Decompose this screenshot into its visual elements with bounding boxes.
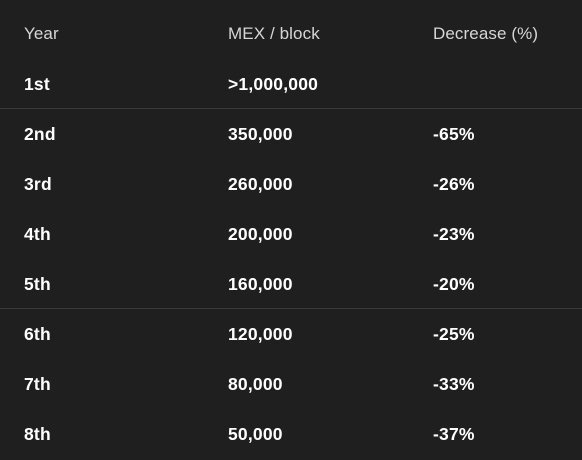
column-header-year: Year [24, 24, 59, 43]
mex-per-block-cell: 260,000 [228, 174, 293, 194]
year-cell: 5th [24, 274, 51, 294]
mex-per-block-cell: 160,000 [228, 274, 293, 294]
column-header-mex-per-block: MEX / block [228, 24, 320, 43]
year-cell: 6th [24, 324, 51, 344]
decrease-cell: -25% [433, 324, 475, 344]
table-row: 7th 80,000 -33% [0, 359, 582, 409]
year-cell: 7th [24, 374, 51, 394]
table-row: 8th 50,000 -37% [0, 409, 582, 459]
decrease-cell: -33% [433, 374, 475, 394]
mex-per-block-cell: 50,000 [228, 424, 283, 444]
table-header-row: Year MEX / block Decrease (%) [0, 9, 582, 59]
decrease-cell: -65% [433, 124, 475, 144]
column-header-decrease: Decrease (%) [433, 24, 539, 43]
mex-per-block-cell: 80,000 [228, 374, 283, 394]
year-cell: 1st [24, 74, 50, 94]
row-divider [0, 108, 582, 109]
table-row: 2nd 350,000 -65% [0, 109, 582, 159]
year-cell: 3rd [24, 174, 52, 194]
year-cell: 8th [24, 424, 51, 444]
table-row: 4th 200,000 -23% [0, 209, 582, 259]
mex-per-block-cell: 120,000 [228, 324, 293, 344]
table-row: 6th 120,000 -25% [0, 309, 582, 359]
row-divider [0, 308, 582, 309]
table-row: 5th 160,000 -20% [0, 259, 582, 309]
year-cell: 2nd [24, 124, 56, 144]
mex-per-block-cell: 200,000 [228, 224, 293, 244]
decrease-cell: -20% [433, 274, 475, 294]
decrease-cell: -26% [433, 174, 475, 194]
decrease-cell: -37% [433, 424, 475, 444]
table-row: 3rd 260,000 -26% [0, 159, 582, 209]
decrease-cell: -23% [433, 224, 475, 244]
mex-per-block-cell: >1,000,000 [228, 74, 319, 94]
table-row: 1st >1,000,000 [0, 59, 582, 109]
mex-per-block-cell: 350,000 [228, 124, 293, 144]
year-cell: 4th [24, 224, 51, 244]
